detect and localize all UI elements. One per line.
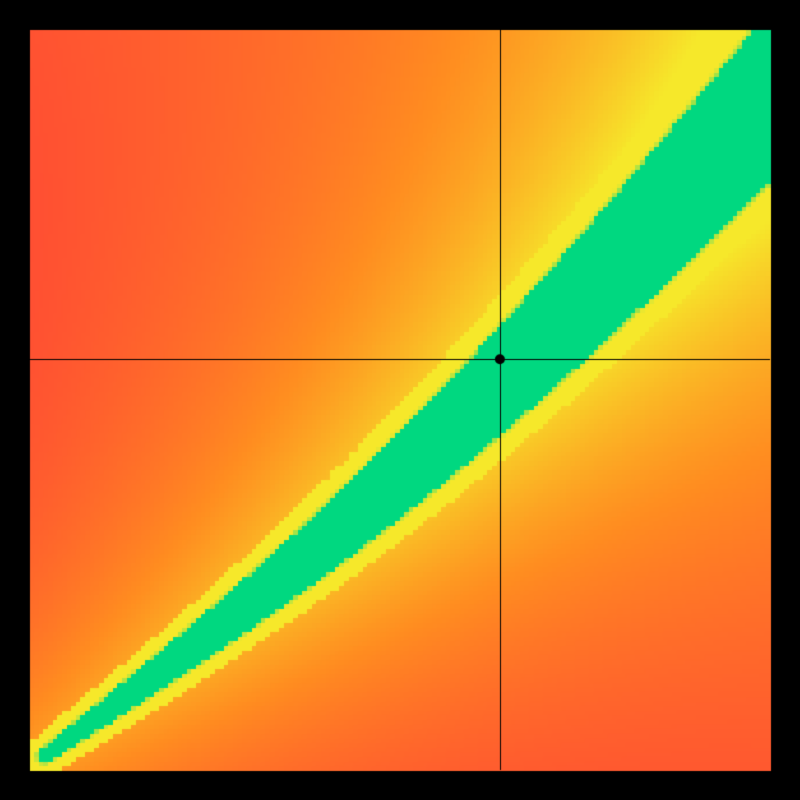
heatmap-canvas — [0, 0, 800, 800]
chart-container: TheBottleneck.com — [0, 0, 800, 800]
